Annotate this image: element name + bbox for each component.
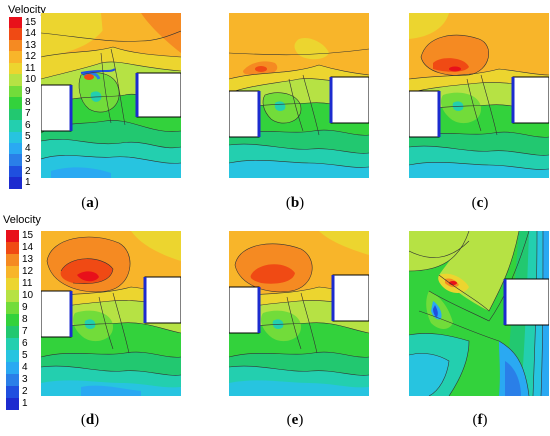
legend-label: 15 (22, 230, 34, 241)
legend-swatch (6, 350, 19, 362)
legend-label: 12 (22, 266, 34, 277)
legend-swatch (6, 386, 19, 398)
legend-label: 6 (25, 119, 31, 131)
legend-swatch (9, 97, 22, 109)
legend-swatch (9, 85, 22, 98)
legend-label: 4 (25, 142, 31, 154)
legend-label: 11 (25, 62, 36, 74)
legend-swatch (9, 17, 22, 29)
legend-label: 2 (22, 386, 28, 397)
legend-swatch (6, 314, 19, 326)
legend-label: 3 (22, 374, 28, 385)
legend-swatch (6, 230, 19, 242)
legend-label: 10 (22, 290, 34, 301)
legend-label: 14 (25, 28, 37, 40)
legend-swatch (9, 120, 22, 132)
legend-swatch (9, 165, 22, 178)
legend-swatch (6, 278, 19, 290)
legend-swatch (9, 39, 22, 52)
caption-c: (c) (471, 195, 489, 211)
legend-label: 5 (22, 350, 28, 361)
legend-swatch (9, 108, 22, 121)
legend-swatch (6, 254, 19, 266)
legend-colorbar (9, 17, 22, 189)
contour-panel-d (41, 231, 181, 396)
legend-label: 5 (25, 131, 31, 143)
contour-panel-f (409, 231, 549, 396)
legend-label: 9 (22, 302, 28, 313)
legend-swatch (9, 74, 22, 86)
legend-label: 13 (25, 39, 37, 51)
caption-f: (f) (472, 412, 488, 428)
legend-swatch (9, 62, 22, 75)
legend-title: Velocity (3, 214, 41, 226)
legend-label: 8 (22, 314, 28, 325)
legend-swatch (6, 302, 19, 314)
legend-swatch (6, 266, 19, 278)
legend-swatch (9, 177, 22, 189)
legend-colorbar (6, 230, 19, 410)
contour-panel-a (41, 13, 181, 178)
legend-swatch (6, 362, 19, 374)
legend-swatch (6, 326, 19, 338)
legend-swatch (6, 374, 19, 386)
contour-panel-c (409, 13, 549, 178)
legend-label: 7 (25, 108, 31, 120)
legend-label: 11 (22, 278, 33, 289)
legend-label: 2 (25, 165, 31, 177)
legend-label: 1 (22, 398, 28, 409)
legend-label: 3 (25, 154, 31, 166)
legend-swatch (9, 131, 22, 143)
legend-label: 6 (22, 338, 28, 349)
contour-panel-b (229, 13, 369, 178)
legend-swatch (9, 51, 22, 63)
legend-swatch (9, 28, 22, 40)
legend-swatch (6, 242, 19, 254)
legend-swatch (9, 154, 22, 166)
legend-swatch (6, 338, 19, 350)
caption-e: (e) (286, 412, 304, 428)
legend-swatch (6, 290, 19, 302)
legend-label: 14 (22, 242, 34, 253)
caption-b: (b) (285, 195, 305, 211)
legend-label: 8 (25, 97, 31, 108)
caption-a: (a) (81, 195, 99, 211)
legend-label: 13 (22, 254, 34, 265)
legend-swatch (9, 142, 22, 155)
legend-label: 4 (22, 362, 28, 373)
legend-label: 10 (25, 74, 37, 86)
contour-panel-e (229, 231, 369, 396)
legend-label: 12 (25, 51, 37, 63)
legend-label: 1 (25, 177, 31, 189)
legend-title: Velocity (8, 4, 46, 16)
caption-d: (d) (80, 412, 100, 428)
legend-label: 15 (25, 16, 37, 28)
legend-swatch (6, 398, 19, 410)
legend-label: 9 (25, 85, 31, 97)
legend-label: 7 (22, 326, 28, 337)
